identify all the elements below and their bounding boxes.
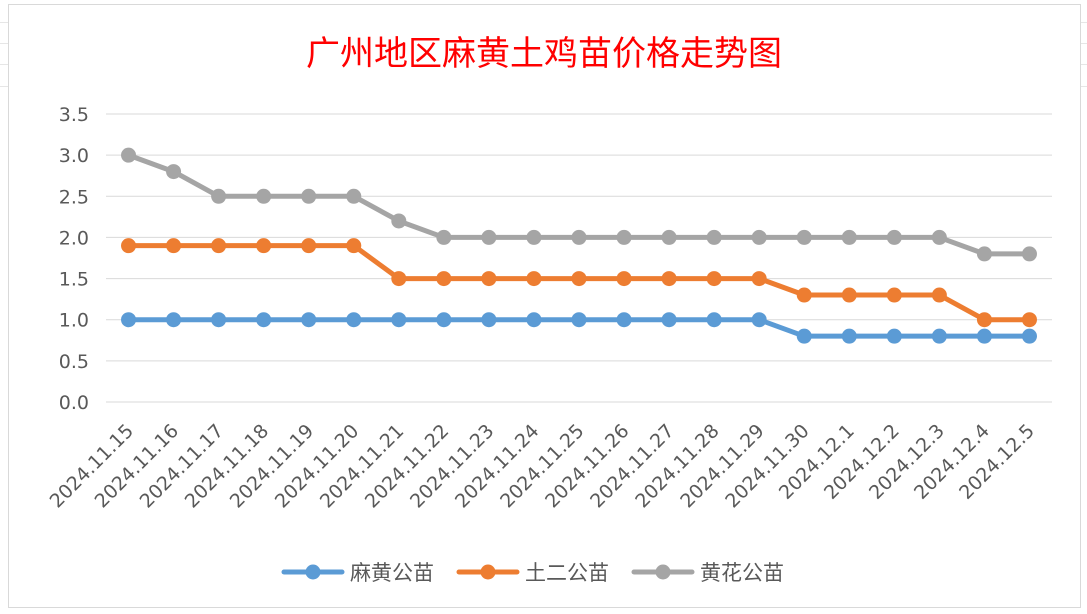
data-point[interactable] — [796, 328, 812, 344]
data-point[interactable] — [796, 287, 812, 303]
y-tick-label: 1.5 — [59, 269, 89, 291]
data-point[interactable] — [886, 328, 902, 344]
data-point[interactable] — [751, 229, 767, 245]
data-point[interactable] — [616, 229, 632, 245]
data-point[interactable] — [481, 271, 497, 287]
data-point[interactable] — [976, 246, 992, 262]
data-point[interactable] — [976, 328, 992, 344]
data-point[interactable] — [211, 312, 227, 328]
data-point[interactable] — [166, 238, 182, 254]
data-point[interactable] — [661, 312, 677, 328]
data-point[interactable] — [661, 271, 677, 287]
data-point[interactable] — [751, 271, 767, 287]
data-point[interactable] — [256, 312, 272, 328]
data-point[interactable] — [571, 229, 587, 245]
data-point[interactable] — [571, 312, 587, 328]
data-point[interactable] — [436, 229, 452, 245]
data-point[interactable] — [931, 328, 947, 344]
data-point[interactable] — [526, 271, 542, 287]
data-point[interactable] — [571, 271, 587, 287]
data-point[interactable] — [211, 238, 227, 254]
data-point[interactable] — [661, 229, 677, 245]
data-point[interactable] — [1021, 328, 1037, 344]
data-point[interactable] — [436, 271, 452, 287]
data-point[interactable] — [301, 188, 317, 204]
data-point[interactable] — [391, 271, 407, 287]
legend-label: 土二公苗 — [525, 561, 609, 585]
data-point[interactable] — [526, 229, 542, 245]
data-point[interactable] — [706, 229, 722, 245]
data-point[interactable] — [841, 229, 857, 245]
y-gridlines — [106, 113, 1052, 403]
data-point[interactable] — [391, 312, 407, 328]
legend-swatch-marker — [480, 564, 496, 580]
y-tick-label: 0.5 — [59, 351, 89, 373]
y-tick-label: 1.0 — [59, 310, 89, 332]
data-point[interactable] — [391, 213, 407, 229]
data-point[interactable] — [301, 238, 317, 254]
legend-label: 黄花公苗 — [700, 561, 784, 585]
data-point[interactable] — [1021, 312, 1037, 328]
legend-swatch-marker — [655, 564, 671, 580]
data-point[interactable] — [706, 312, 722, 328]
series-points — [121, 147, 1037, 344]
data-point[interactable] — [166, 312, 182, 328]
y-tick-label: 3.0 — [59, 145, 89, 167]
data-point[interactable] — [346, 188, 362, 204]
data-point[interactable] — [931, 287, 947, 303]
data-point[interactable] — [931, 229, 947, 245]
data-point[interactable] — [166, 164, 182, 180]
data-point[interactable] — [616, 271, 632, 287]
data-point[interactable] — [886, 229, 902, 245]
data-point[interactable] — [706, 271, 722, 287]
legend: 麻黄公苗 土二公苗 黄花公苗 — [281, 561, 784, 585]
chart-title: 广州地区麻黄土鸡苗价格走势图 — [306, 34, 782, 74]
chart-container[interactable]: 广州地区麻黄土鸡苗价格走势图 0.0 0.5 1.0 1.5 2.0 2.5 3.0 3.5 … — [8, 4, 1081, 608]
legend-label: 麻黄公苗 — [350, 561, 434, 585]
data-point[interactable] — [751, 312, 767, 328]
data-point[interactable] — [121, 147, 137, 163]
data-point[interactable] — [481, 229, 497, 245]
data-point[interactable] — [841, 287, 857, 303]
data-point[interactable] — [211, 188, 227, 204]
y-tick-label: 2.5 — [59, 186, 89, 208]
y-tick-label: 2.0 — [59, 227, 89, 249]
y-axis-tick-labels: 0.0 0.5 1.0 1.5 2.0 2.5 3.0 3.5 — [59, 104, 89, 414]
data-point[interactable] — [976, 312, 992, 328]
data-point[interactable] — [256, 238, 272, 254]
line-chart: 广州地区麻黄土鸡苗价格走势图 0.00.51.01.52.02.53.03.5 … — [46, 34, 1052, 585]
data-point[interactable] — [841, 328, 857, 344]
data-point[interactable] — [346, 312, 362, 328]
y-tick-label: 0.0 — [59, 392, 89, 414]
data-point[interactable] — [796, 229, 812, 245]
data-point[interactable] — [256, 188, 272, 204]
data-point[interactable] — [1021, 246, 1037, 262]
data-point[interactable] — [886, 287, 902, 303]
data-point[interactable] — [121, 238, 137, 254]
data-point[interactable] — [436, 312, 452, 328]
data-point[interactable] — [346, 238, 362, 254]
data-point[interactable] — [616, 312, 632, 328]
data-point[interactable] — [526, 312, 542, 328]
data-point[interactable] — [301, 312, 317, 328]
legend-swatch-marker — [305, 564, 321, 580]
x-axis-tick-labels: 2024.11.152024.11.162024.11.172024.11.18… — [46, 420, 1039, 512]
y-tick-label: 3.5 — [59, 104, 89, 126]
data-point[interactable] — [481, 312, 497, 328]
data-point[interactable] — [121, 312, 137, 328]
